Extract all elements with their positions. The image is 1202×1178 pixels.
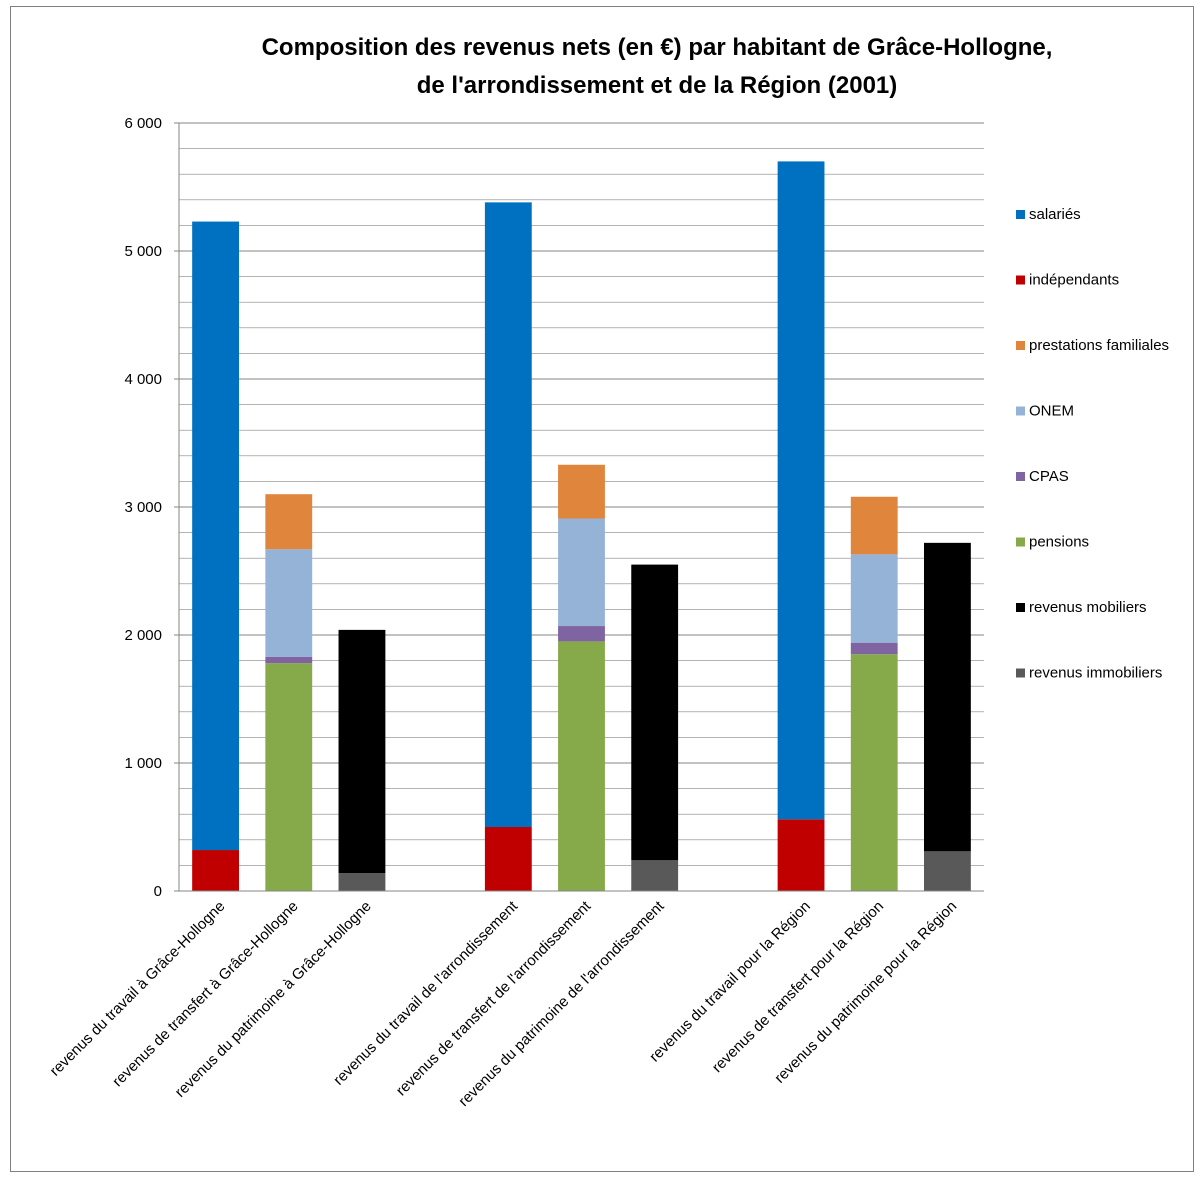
legend-swatch — [1016, 275, 1025, 285]
bar-segment — [192, 850, 240, 891]
bar-segment — [558, 518, 605, 627]
legend-label: salariés — [1029, 206, 1081, 223]
legend-label: ONEM — [1029, 403, 1074, 420]
y-tick-label: 5 000 — [124, 243, 162, 260]
bar-segment — [338, 629, 386, 874]
legend-swatch — [1016, 406, 1025, 416]
bar-segment — [631, 860, 679, 891]
bar-segment — [265, 549, 313, 657]
legend-label: revenus immobiliers — [1029, 665, 1162, 682]
bar-segment — [265, 494, 313, 550]
legend-swatch — [1016, 668, 1025, 678]
y-tick-label: 1 000 — [124, 755, 162, 772]
bar-segment — [923, 542, 971, 852]
bar-segment — [192, 221, 240, 851]
legend-swatch — [1016, 341, 1025, 350]
chart-frame: Composition des revenus nets (en €) par … — [10, 6, 1194, 1172]
bar-segment — [558, 626, 605, 642]
legend-label: indépendants — [1029, 272, 1119, 289]
legend-label: CPAS — [1029, 468, 1069, 485]
y-tick-label: 0 — [154, 883, 162, 900]
bar-segment — [777, 161, 825, 820]
bar-segment — [777, 819, 825, 891]
legend-swatch — [1016, 210, 1025, 219]
legend: salariés indépendants prestations familial… — [1016, 206, 1169, 682]
bar-segment — [265, 663, 313, 891]
bar-segment — [265, 656, 313, 664]
bars — [192, 161, 971, 891]
legend-label: prestations familiales — [1029, 337, 1169, 354]
bar-segment — [850, 642, 898, 655]
bar-segment — [631, 564, 679, 861]
bar-segment — [923, 851, 971, 891]
bar-segment — [338, 873, 386, 891]
legend-swatch — [1016, 537, 1025, 547]
legend-label: revenus mobiliers — [1029, 599, 1147, 616]
chart-svg: Composition des revenus nets (en €) par … — [47, 34, 1169, 1110]
y-tick-label: 3 000 — [124, 499, 162, 516]
y-tick-label: 6 000 — [124, 115, 162, 132]
legend-swatch — [1016, 603, 1025, 612]
axes — [174, 122, 984, 892]
bar-segment — [484, 827, 532, 891]
bar-segment — [850, 496, 898, 555]
chart-title-line-1: Composition des revenus nets (en €) par … — [262, 34, 1053, 61]
bar-segment — [850, 654, 898, 891]
bar-segment — [850, 554, 898, 643]
legend-label: pensions — [1029, 534, 1089, 551]
y-tick-label: 4 000 — [124, 371, 162, 388]
legend-swatch — [1016, 472, 1025, 481]
bar-segment — [484, 202, 532, 828]
y-tick-label: 2 000 — [124, 627, 162, 644]
chart-title-line-2: de l'arrondissement et de la Région (200… — [417, 72, 898, 99]
bar-segment — [558, 641, 605, 891]
chart-title: Composition des revenus nets (en €) par … — [262, 34, 1053, 99]
x-category-label: revenus du travail pour la Région — [646, 898, 814, 1066]
y-axis-tick-labels: 0 1 000 2 000 3 000 4 000 5 000 6 000 — [124, 115, 162, 900]
bar-segment — [558, 464, 605, 519]
x-axis-category-labels: revenus du travail à Grâce-Hollognereven… — [47, 897, 961, 1110]
